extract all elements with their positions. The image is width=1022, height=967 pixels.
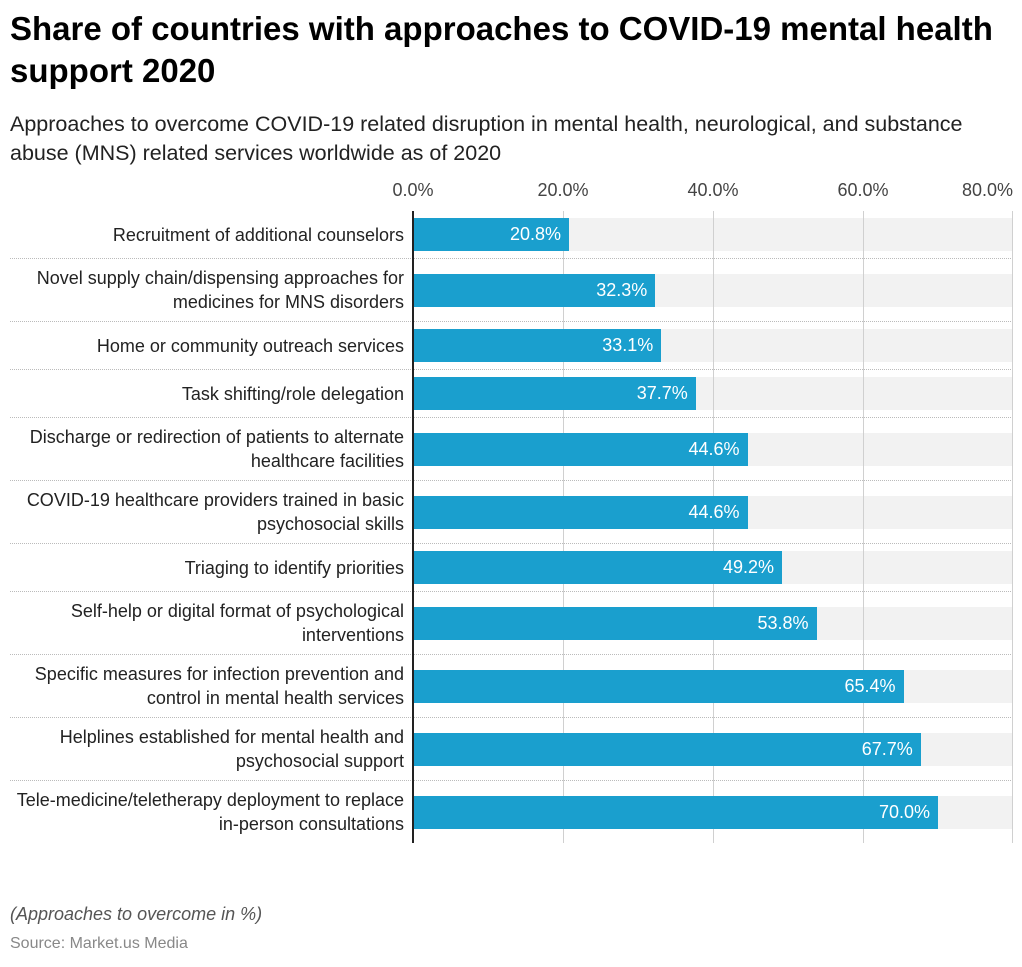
bar-track: 44.6% bbox=[413, 495, 1013, 529]
bar-track: 53.8% bbox=[413, 606, 1013, 640]
bar bbox=[413, 218, 569, 251]
bar-track: 33.1% bbox=[413, 329, 1013, 362]
y-tick-label: Tele-medicine/teletherapy deployment to … bbox=[16, 790, 404, 834]
value-label: 67.7% bbox=[861, 738, 913, 759]
row: Task shifting/role delegation 37.7% bbox=[10, 370, 1013, 418]
bar bbox=[413, 432, 748, 466]
chart-title: Share of countries with approaches to CO… bbox=[10, 10, 993, 89]
value-label: 37.7% bbox=[636, 383, 688, 403]
value-label: 65.4% bbox=[844, 675, 896, 696]
row: Triaging to identify priorities 49.2% bbox=[10, 544, 1013, 592]
note: (Approaches to overcome in %) bbox=[10, 904, 263, 924]
bar-track: 70.0% bbox=[413, 795, 1013, 829]
y-tick-label: Discharge or redirection of patients to … bbox=[29, 427, 404, 471]
bar bbox=[413, 551, 782, 584]
value-label: 70.0% bbox=[878, 801, 930, 822]
x-tick-label: 20.0% bbox=[537, 180, 589, 200]
y-tick-label: Specific measures for infection preventi… bbox=[34, 664, 404, 708]
bar bbox=[413, 495, 748, 529]
bar-track: 44.6% bbox=[413, 432, 1013, 466]
x-tick-label: 40.0% bbox=[687, 180, 739, 200]
x-tick-label: 80.0% bbox=[961, 180, 1013, 200]
y-tick-label: COVID-19 healthcare providers trained in… bbox=[26, 490, 404, 534]
bar-track: 37.7% bbox=[413, 377, 1013, 410]
value-label: 32.3% bbox=[596, 279, 648, 300]
bar bbox=[413, 795, 938, 829]
row: Helplines established for mental health … bbox=[10, 718, 1013, 781]
row: Self-help or digital format of psycholog… bbox=[10, 592, 1013, 655]
y-tick-label: Recruitment of additional counselors bbox=[112, 224, 404, 245]
value-label: 44.6% bbox=[688, 438, 740, 459]
bar bbox=[413, 329, 662, 362]
row: Novel supply chain/dispensing approaches… bbox=[10, 259, 1013, 322]
bar-track: 67.7% bbox=[413, 732, 1013, 766]
row: Home or community outreach services 33.1% bbox=[10, 322, 1013, 370]
y-tick-label: Self-help or digital format of psycholog… bbox=[70, 601, 404, 645]
x-tick-label: 0.0% bbox=[392, 180, 434, 200]
bar bbox=[413, 377, 696, 410]
y-tick-label: Novel supply chain/dispensing approaches… bbox=[36, 268, 404, 312]
plot: Recruitment of additional counselors 20.8… bbox=[10, 211, 1013, 843]
bar bbox=[413, 273, 656, 307]
bar-track: 49.2% bbox=[413, 551, 1013, 584]
y-tick-label: Home or community outreach services bbox=[96, 335, 404, 356]
bar bbox=[413, 732, 921, 766]
x-axis: 0.0% 20.0% 40.0% 60.0% 80.0% bbox=[392, 180, 1013, 206]
row: Specific measures for infection preventi… bbox=[10, 655, 1013, 718]
bar bbox=[413, 669, 904, 703]
value-label: 33.1% bbox=[602, 335, 654, 355]
value-label: 53.8% bbox=[757, 612, 809, 633]
y-tick-label: Triaging to identify priorities bbox=[184, 557, 404, 578]
bar-track: 32.3% bbox=[413, 273, 1013, 307]
chart-subtitle: Approaches to overcome COVID-19 related … bbox=[10, 112, 963, 165]
x-tick-label: 60.0% bbox=[837, 180, 889, 200]
y-tick-label: Helplines established for mental health … bbox=[59, 727, 404, 771]
value-label: 49.2% bbox=[722, 557, 774, 577]
y-tick-label: Task shifting/role delegation bbox=[181, 383, 404, 404]
axis-line bbox=[412, 211, 414, 843]
value-label: 20.8% bbox=[509, 224, 561, 244]
row: Tele-medicine/teletherapy deployment to … bbox=[10, 781, 1013, 843]
bar bbox=[413, 606, 817, 640]
row: Recruitment of additional counselors 20.8… bbox=[10, 211, 1013, 259]
row: COVID-19 healthcare providers trained in… bbox=[10, 481, 1013, 544]
row: Discharge or redirection of patients to … bbox=[10, 418, 1013, 481]
value-label: 44.6% bbox=[688, 501, 740, 522]
bar-track: 65.4% bbox=[413, 669, 1013, 703]
bar-track: 20.8% bbox=[413, 218, 1013, 251]
source: Source: Market.us Media bbox=[10, 935, 188, 952]
